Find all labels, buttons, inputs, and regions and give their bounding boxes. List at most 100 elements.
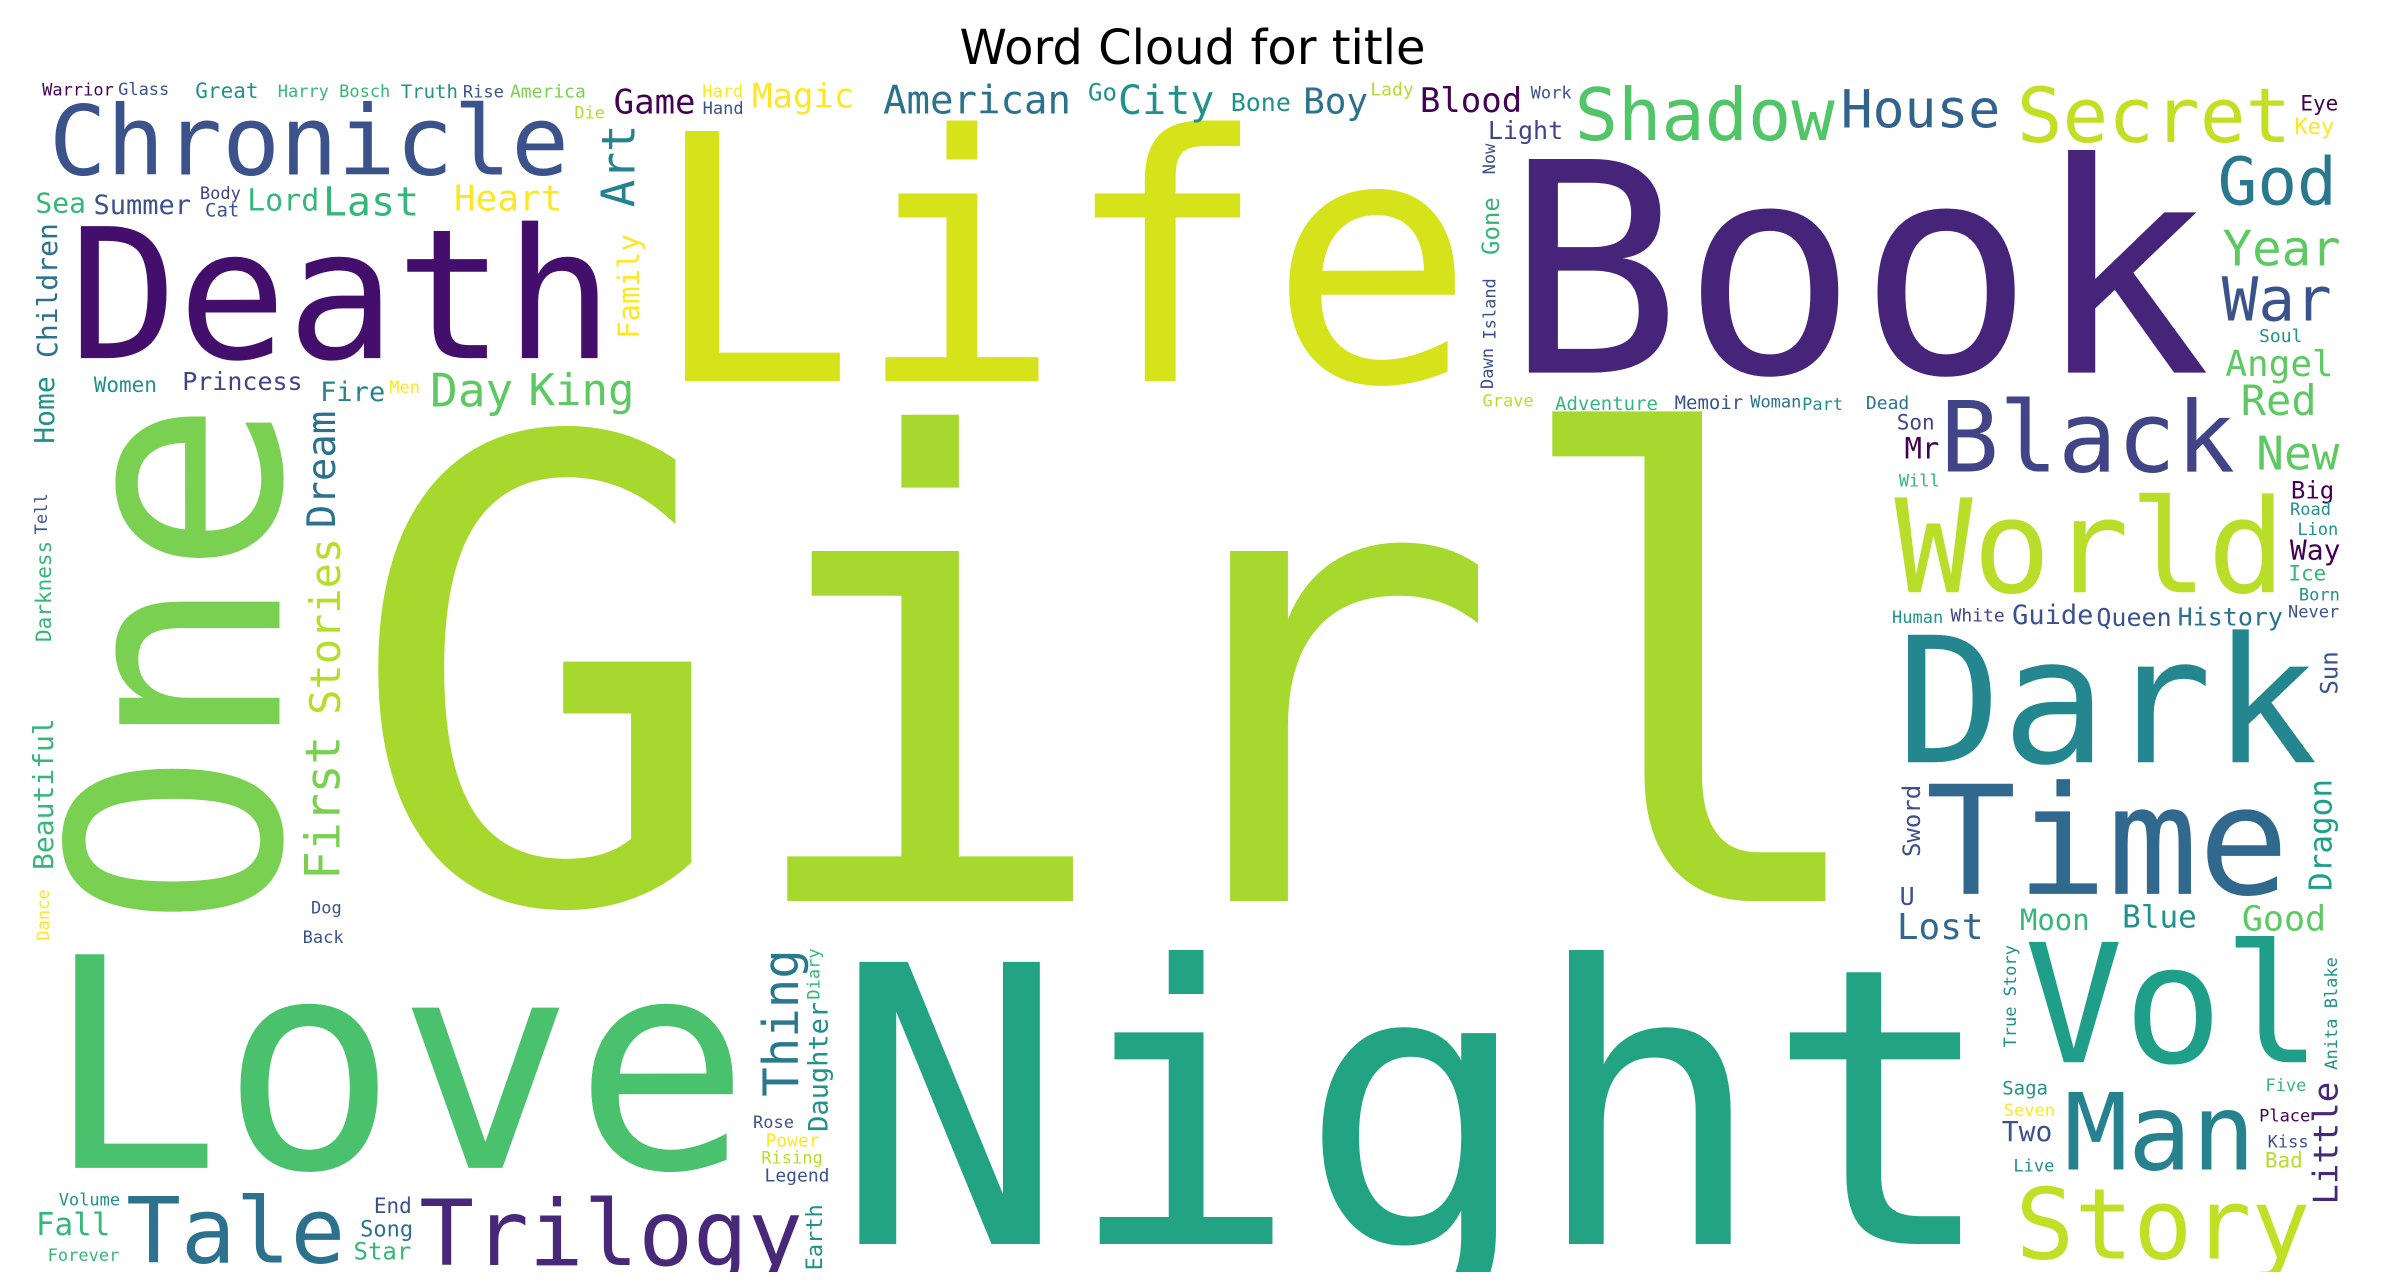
word-home: Home [32,376,61,443]
word-tale: Tale [126,1180,345,1272]
word-woman: Woman [1750,392,1801,412]
word-dance: Dance [34,889,54,940]
word-rise: Rise [463,83,504,103]
word-lord: Lord [247,183,319,218]
word-white: White [1951,605,2005,626]
word-dead: Dead [1866,393,1909,414]
word-hard: Hard [702,82,743,102]
word-legend: Legend [764,1166,829,1187]
word-magic: Magic [752,82,854,117]
word-black: Black [1940,382,2235,496]
word-man: Man [2064,1072,2255,1195]
word-big: Big [2291,477,2334,505]
word-dream: Dream [300,411,345,528]
word-adventure: Adventure [1555,393,1658,415]
word-volume: Volume [59,1190,120,1210]
word-beautiful: Beautiful [32,718,60,870]
word-good: Good [2242,899,2326,939]
word-human: Human [1892,608,1943,628]
word-king: King [529,365,635,416]
word-year: Year [2223,220,2341,277]
word-gone: Gone [1477,197,1505,255]
word-cat: Cat [205,200,239,222]
word-earth: Earth [803,1204,828,1270]
word-memoir: Memoir [1675,392,1744,414]
word-heart: Heart [454,178,562,219]
word-guide: Guide [2012,600,2093,631]
word-lady: Lady [1370,82,1414,100]
word-little: Little [2307,1082,2343,1205]
word-vol: Vol [2024,909,2322,1101]
word-thing: Thing [753,949,810,1097]
word-anita-blake: Anita Blake [2322,957,2342,1070]
word-five: Five [2265,1076,2306,1096]
word-will: Will [1899,471,1940,491]
word-grave: Grave [1483,392,1534,412]
word-never: Never [2288,603,2339,623]
word-island: Island [1481,278,1501,339]
word-power: Power [766,1130,820,1151]
word-dark: Dark [1896,601,2317,804]
word-dawn: Dawn [1478,348,1498,389]
word-kiss: Kiss [2268,1133,2309,1153]
word-story: Story [2015,1169,2310,1273]
word-girl: Girl [346,307,1887,1052]
word-die: Die [574,103,605,123]
word-sword: Sword [1898,785,1926,857]
word-angel: Angel [2225,344,2333,385]
word-book: Book [1505,102,2211,443]
word-red: Red [2241,376,2317,425]
word-family: Family [612,234,646,339]
word-dragon: Dragon [2303,779,2339,891]
word-city: City [1118,82,1214,124]
word-chronicle: Chronicle [49,85,569,197]
word-soul: Soul [2259,326,2302,347]
word-princess: Princess [182,367,302,396]
word-live: Live [2013,1156,2054,1176]
word-place: Place [2259,1107,2310,1127]
word-work: Work [1531,84,1572,104]
word-art: Art [591,124,645,207]
word-world: World [1894,471,2285,623]
word-two: Two [2002,1115,2053,1148]
word-blue: Blue [2122,899,2197,935]
word-fall: Fall [36,1207,111,1243]
word-born: Born [2299,586,2340,606]
word-death: Death [69,190,614,401]
word-hand: Hand [703,99,744,119]
word-road: Road [2290,500,2331,520]
word-new: New [2256,427,2339,481]
word-moon: Moon [2020,903,2090,937]
word-rose: Rose [753,1113,794,1133]
word-daughter: Daughter [803,1002,834,1132]
word-rising: Rising [761,1149,822,1169]
word-back: Back [303,928,344,948]
word-darkness: Darkness [32,541,56,642]
word-american: American [883,82,1071,124]
word-women: Women [94,373,157,397]
word-glass: Glass [118,82,169,100]
word-men: Men [389,378,420,398]
word-game: Game [614,82,696,122]
word-part: Part [1802,395,1843,415]
word-life: Life [649,82,1475,462]
word-queen: Queen [2096,603,2171,632]
word-sun: Sun [2315,651,2342,694]
word-summer: Summer [94,190,192,221]
word-star: Star [354,1238,412,1266]
word-last: Last [323,179,419,225]
word-go: Go [1088,82,1117,107]
word-shadow: Shadow [1575,82,1836,157]
word-key: Key [2295,115,2335,140]
word-day: Day [430,364,513,418]
word-dog: Dog [311,899,342,919]
word-blood: Blood [1420,82,1522,121]
word-america: America [510,82,586,103]
word-house: House [1841,82,2001,140]
word-first: First [296,736,352,881]
word-lion: Lion [2297,520,2338,540]
word-saga: Saga [2002,1078,2048,1100]
word-end: End [374,1194,412,1218]
word-u: U [1900,882,1915,911]
